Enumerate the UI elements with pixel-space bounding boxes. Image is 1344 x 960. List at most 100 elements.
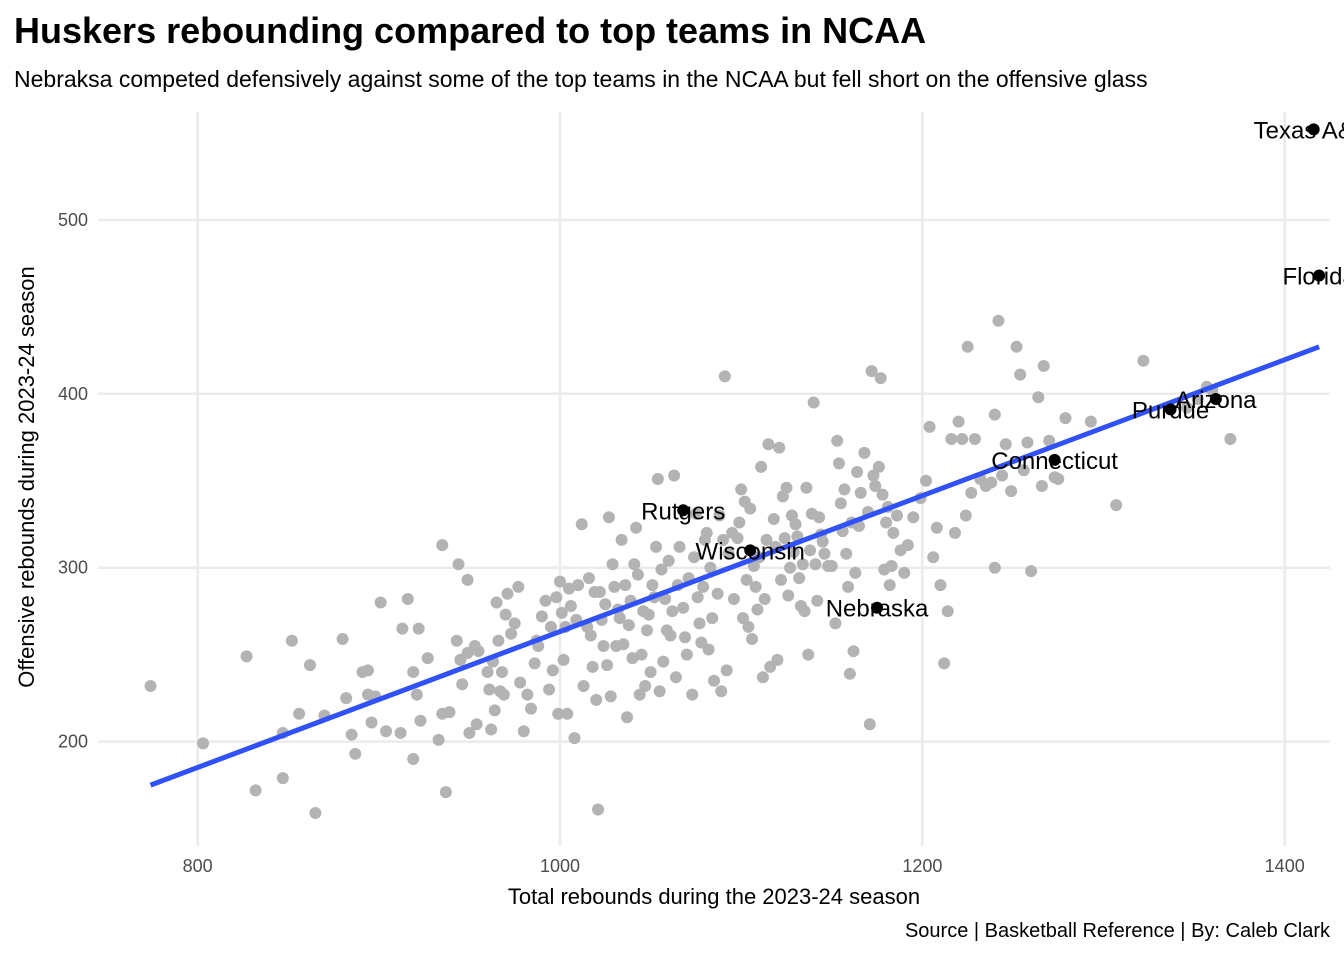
team-point: [838, 483, 851, 496]
team-point: [985, 476, 998, 489]
team-point: [421, 652, 434, 665]
y-tick-label: 400: [58, 384, 88, 404]
team-point: [773, 441, 786, 454]
team-point: [874, 372, 887, 385]
team-point: [843, 667, 856, 680]
team-point: [443, 706, 456, 719]
team-point: [727, 593, 740, 606]
team-point: [706, 612, 719, 625]
team-point: [635, 648, 648, 661]
team-point: [626, 652, 639, 665]
team-point: [577, 679, 590, 692]
team-point: [863, 718, 876, 731]
team-point: [336, 633, 349, 646]
team-point: [483, 683, 496, 696]
team-point: [704, 561, 717, 574]
team-point: [662, 554, 675, 567]
team-point: [988, 408, 1001, 421]
team-point: [733, 516, 746, 529]
team-point: [793, 572, 806, 585]
team-point: [240, 650, 253, 663]
team-point: [249, 784, 262, 797]
team-point: [702, 643, 715, 656]
team-point: [631, 568, 644, 581]
team-point: [521, 688, 534, 701]
team-point: [867, 469, 880, 482]
highlighted-team-point: [1313, 269, 1326, 282]
trend-line: [149, 344, 1321, 788]
team-point: [1017, 464, 1030, 477]
team-point: [561, 707, 574, 720]
team-point: [653, 685, 666, 698]
team-point: [349, 747, 362, 760]
team-point: [847, 645, 860, 658]
team-point: [762, 438, 775, 451]
team-point: [755, 460, 768, 473]
team-point: [539, 594, 552, 607]
team-label: Connecticut: [991, 448, 1118, 475]
team-point: [557, 653, 570, 666]
team-point: [628, 558, 641, 571]
highlighted-team-point: [677, 504, 690, 517]
team-point: [303, 659, 316, 672]
team-point: [742, 620, 755, 633]
team-point: [999, 438, 1012, 451]
team-point: [816, 535, 829, 548]
team-point: [708, 674, 720, 687]
team-point: [1025, 565, 1038, 578]
team-point: [711, 587, 724, 600]
team-point: [851, 466, 864, 479]
x-tick-label: 1000: [540, 856, 580, 876]
team-point: [677, 601, 690, 614]
team-point: [802, 648, 815, 661]
team-point: [927, 551, 940, 564]
team-label: Purdue: [1132, 397, 1209, 424]
team-point: [1014, 368, 1027, 381]
team-label: Texas A&M: [1254, 117, 1344, 144]
team-point: [713, 509, 726, 522]
team-point: [829, 617, 842, 630]
team-point: [1043, 434, 1056, 447]
team-point: [564, 599, 577, 612]
team-point: [568, 732, 581, 745]
team-point: [592, 803, 605, 816]
team-point: [749, 580, 762, 593]
team-point: [501, 587, 514, 600]
team-point: [552, 707, 565, 720]
team-point: [485, 723, 498, 736]
team-point: [833, 457, 846, 470]
team-point: [276, 772, 289, 785]
team-point: [961, 340, 974, 353]
highlighted-team-point: [871, 601, 884, 614]
team-point: [599, 598, 612, 611]
team-point: [680, 648, 693, 661]
team-point: [1052, 473, 1065, 485]
team-point: [956, 432, 969, 445]
team-point: [1037, 359, 1050, 372]
team-point: [780, 481, 793, 494]
team-point: [525, 702, 538, 715]
team-point: [550, 591, 563, 604]
team-point: [514, 676, 527, 689]
team-point: [597, 639, 610, 652]
team-point: [1180, 401, 1193, 414]
team-label: Arizona: [1175, 387, 1257, 414]
team-point: [941, 605, 954, 618]
team-point: [436, 539, 449, 552]
x-tick-label: 1200: [902, 856, 942, 876]
team-point: [717, 533, 730, 546]
team-point: [930, 521, 943, 534]
team-point: [669, 671, 682, 684]
team-point: [1035, 479, 1048, 492]
team-point: [639, 679, 652, 692]
team-point: [490, 596, 503, 609]
team-point: [992, 314, 1005, 327]
team-point: [586, 660, 599, 673]
team-point: [890, 509, 903, 522]
team-point: [1137, 354, 1150, 367]
team-point: [923, 420, 936, 433]
tick-layer: 800 1000 1200 1400 200 300 400 500: [58, 210, 1305, 876]
team-point: [613, 612, 626, 625]
team-point: [988, 561, 1001, 574]
highlighted-team-point: [1307, 123, 1320, 136]
